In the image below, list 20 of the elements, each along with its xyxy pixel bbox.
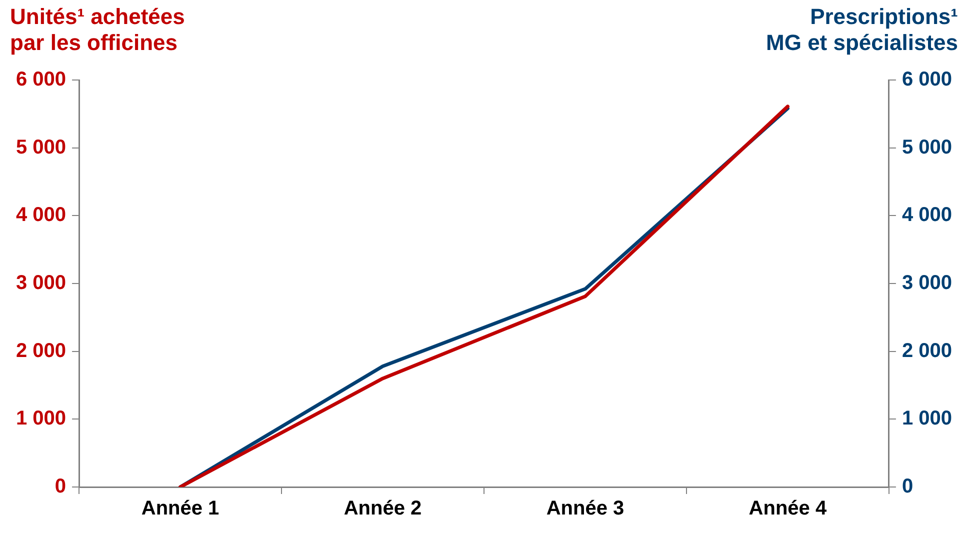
y2-tick-label: 3 000 (902, 272, 952, 294)
x-tick-label: Année 3 (546, 498, 624, 520)
y-tick-label: 4 000 (16, 204, 66, 226)
y-axis-title: Unités¹ achetées par les officines (10, 4, 185, 56)
y-tick-label: 0 (54, 476, 66, 498)
y2-tick-label: 1 000 (902, 408, 952, 430)
y2-tick-label: 6 000 (902, 68, 952, 91)
y2-axis-title: Prescriptions¹ MG et spécialistes (766, 4, 958, 56)
y-tick-label: 3 000 (16, 272, 66, 294)
x-tick-label: Année 1 (141, 498, 220, 520)
y-tick-label: 2 000 (16, 340, 66, 362)
y2-tick-label: 0 (902, 476, 914, 498)
x-tick-label: Année 4 (748, 498, 828, 520)
y-tick-label: 5 000 (16, 136, 66, 158)
y2-tick-label: 5 000 (902, 136, 952, 158)
y-tick-label: 1 000 (16, 408, 66, 430)
y-tick-label: 6 000 (16, 68, 66, 91)
y2-tick-label: 4 000 (902, 204, 952, 226)
x-tick-label: Année 2 (344, 498, 422, 520)
y2-tick-label: 2 000 (902, 340, 952, 362)
